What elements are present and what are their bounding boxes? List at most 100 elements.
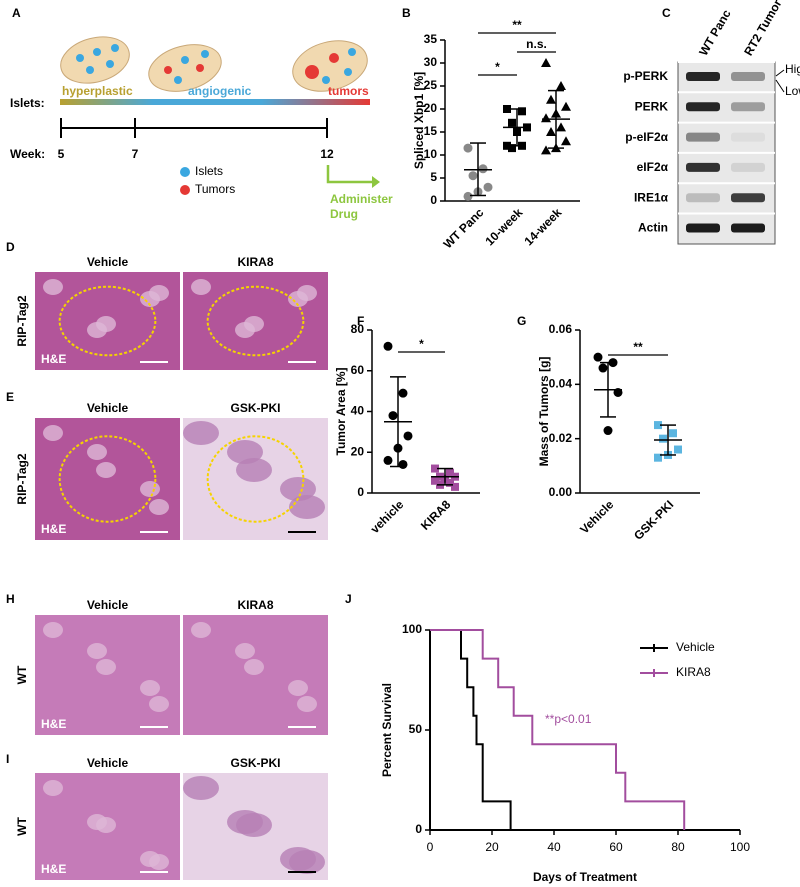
tumor-outline <box>206 285 305 357</box>
panel-label: B <box>402 6 411 20</box>
histology-column-label: GSK-PKI <box>230 756 280 770</box>
stage-name: angiogenic <box>188 84 252 98</box>
y-tick-label: 10 <box>424 147 438 161</box>
tissue-feature <box>43 425 63 441</box>
tissue-feature <box>96 659 116 675</box>
stage-label: Islets: <box>10 96 45 110</box>
y-tick-label: 5 <box>430 170 437 184</box>
x-tick-label: 60 <box>609 840 623 854</box>
data-point <box>518 107 526 116</box>
panel-label: C <box>662 6 671 20</box>
data-point <box>669 429 677 438</box>
data-point <box>398 459 408 469</box>
significance-label: n.s. <box>526 37 547 51</box>
panel-label: E <box>6 390 14 404</box>
histology-row-label: WT <box>15 817 29 836</box>
data-point <box>541 113 551 123</box>
tissue-feature <box>227 810 263 834</box>
y-tick-label: 30 <box>424 55 438 69</box>
stain-label: H&E <box>41 862 66 876</box>
x-tick-label: KIRA8 <box>418 497 454 533</box>
data-point <box>431 464 439 473</box>
y-tick-label: 100 <box>402 622 422 636</box>
blot-band <box>686 223 720 233</box>
data-point <box>593 352 603 362</box>
panel-label: F <box>357 314 364 328</box>
blot-band <box>686 102 720 112</box>
y-tick-label: 0.04 <box>549 377 573 391</box>
tissue-feature <box>235 322 255 338</box>
y-axis-label: Percent Survival <box>380 683 394 777</box>
x-tick-label: 0 <box>427 840 434 854</box>
tissue-feature <box>140 481 160 497</box>
x-tick-label: Vehicle <box>577 497 616 536</box>
y-tick-label: 20 <box>351 444 365 458</box>
y-tick-label: 0.06 <box>549 322 573 336</box>
data-point <box>446 478 454 487</box>
tissue-feature <box>87 643 107 659</box>
data-point <box>468 171 478 181</box>
tissue-feature <box>183 776 219 800</box>
data-point <box>463 143 473 153</box>
stage-name: hyperplastic <box>62 84 133 98</box>
histology-column-label: KIRA8 <box>237 598 273 612</box>
data-point <box>431 476 439 485</box>
panel-label: I <box>6 752 9 766</box>
data-point <box>674 445 682 454</box>
week-number: 5 <box>58 147 65 161</box>
blot-row-label: eIF2α <box>637 160 669 174</box>
histology-column-label: Vehicle <box>87 255 129 269</box>
blot-band <box>731 102 765 112</box>
histology-column-label: KIRA8 <box>237 255 273 269</box>
data-point <box>398 388 408 398</box>
data-point <box>659 434 667 443</box>
band-label: Low <box>785 84 800 98</box>
tissue-feature <box>87 814 107 830</box>
tissue-feature <box>227 440 263 464</box>
tissue-feature <box>87 444 107 460</box>
tissue-feature <box>140 851 160 867</box>
data-point <box>541 145 551 155</box>
data-point <box>388 411 398 421</box>
panel-label: H <box>6 592 15 606</box>
tissue-feature <box>244 659 264 675</box>
survival-curve <box>430 629 512 830</box>
data-point <box>503 105 511 113</box>
data-point <box>463 191 473 201</box>
islet-illustrations <box>60 36 380 195</box>
histology-column-label: Vehicle <box>87 598 129 612</box>
tissue-feature <box>191 279 211 295</box>
data-point <box>546 127 556 136</box>
x-axis-label: Days of Treatment <box>533 870 637 884</box>
data-point <box>403 431 413 441</box>
data-point <box>503 141 511 150</box>
tissue-feature <box>96 462 116 478</box>
week-number: 12 <box>320 147 334 161</box>
data-point <box>603 426 613 436</box>
blot-row-label: p-PERK <box>623 69 668 83</box>
legend-label: Tumors <box>195 182 235 196</box>
band-pointer <box>775 69 785 93</box>
week-number: 7 <box>132 147 139 161</box>
y-tick-label: 20 <box>424 101 438 115</box>
tissue-feature <box>297 696 317 712</box>
tissue-feature <box>235 643 255 659</box>
data-point <box>383 455 393 465</box>
tissue-feature <box>43 622 63 638</box>
tissue-feature <box>43 279 63 295</box>
tissue-feature <box>191 622 211 638</box>
x-tick-label: GSK-PKI <box>631 497 676 542</box>
blot-row-label: Actin <box>638 221 668 235</box>
significance-label: ** <box>512 18 522 32</box>
y-tick-label: 50 <box>409 722 423 736</box>
tissue-feature <box>43 780 63 796</box>
data-point <box>654 453 662 462</box>
tumor-outline <box>206 435 305 523</box>
blot-band <box>731 72 765 81</box>
x-tick-label: 80 <box>671 840 685 854</box>
tissue-feature <box>140 291 160 307</box>
blot-band <box>731 223 765 233</box>
histology-column-label: Vehicle <box>87 401 129 415</box>
stage-name: tumors <box>328 84 369 98</box>
